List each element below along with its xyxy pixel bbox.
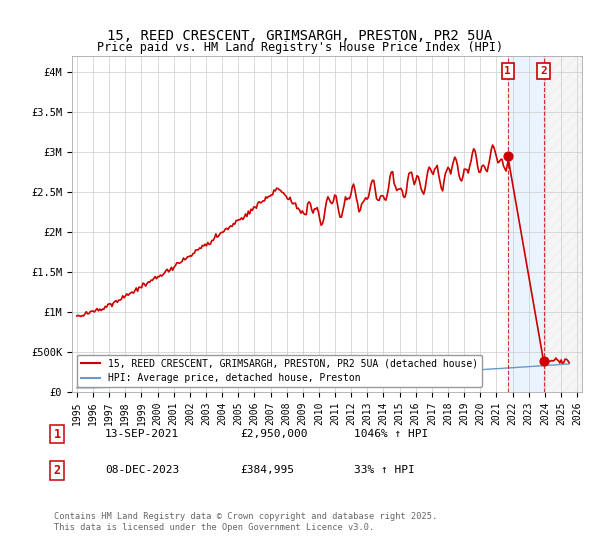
Text: £384,995: £384,995 [240,465,294,475]
Text: 1046% ↑ HPI: 1046% ↑ HPI [354,429,428,439]
Text: 1: 1 [505,66,511,76]
Text: 08-DEC-2023: 08-DEC-2023 [105,465,179,475]
Text: 1: 1 [53,427,61,441]
Legend: 15, REED CRESCENT, GRIMSARGH, PRESTON, PR2 5UA (detached house), HPI: Average pr: 15, REED CRESCENT, GRIMSARGH, PRESTON, P… [77,354,482,387]
Text: 15, REED CRESCENT, GRIMSARGH, PRESTON, PR2 5UA: 15, REED CRESCENT, GRIMSARGH, PRESTON, P… [107,29,493,44]
Text: 13-SEP-2021: 13-SEP-2021 [105,429,179,439]
Text: Price paid vs. HM Land Registry's House Price Index (HPI): Price paid vs. HM Land Registry's House … [97,41,503,54]
Bar [544,56,582,392]
Point [539,357,548,366]
Bar [508,56,544,392]
Text: Contains HM Land Registry data © Crown copyright and database right 2025.
This d: Contains HM Land Registry data © Crown c… [54,512,437,532]
Text: £2,950,000: £2,950,000 [240,429,308,439]
Text: 33% ↑ HPI: 33% ↑ HPI [354,465,415,475]
Text: 2: 2 [540,66,547,76]
Point [503,152,512,161]
Text: 2: 2 [53,464,61,477]
